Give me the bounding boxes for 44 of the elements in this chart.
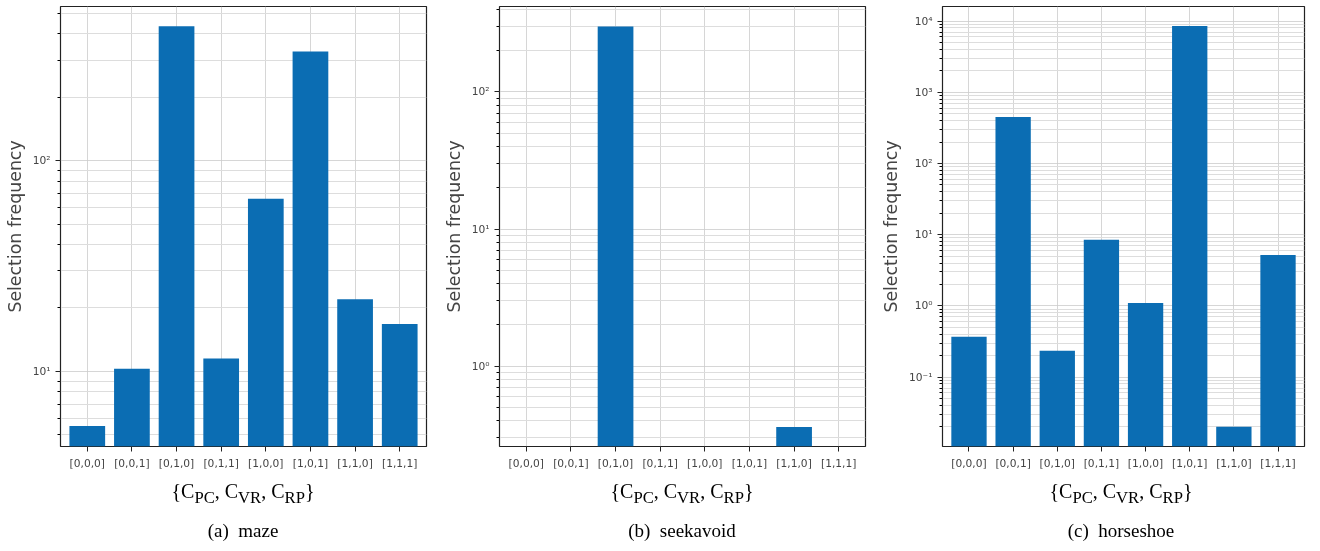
- x-tick-label: [1,0,1]: [292, 456, 329, 470]
- x-tick-label: [0,0,1]: [114, 456, 150, 470]
- y-tick-label: 10⁻¹: [909, 370, 933, 384]
- x-tick-label: [1,1,0]: [776, 456, 812, 470]
- x-tick-label: [0,0,0]: [69, 456, 105, 470]
- x-tick-label: [0,0,0]: [508, 456, 544, 470]
- x-tick-label: [0,1,1]: [203, 456, 239, 470]
- x-tick-label: [0,1,0]: [158, 456, 195, 470]
- x-tick-label: [1,1,0]: [1216, 456, 1252, 470]
- y-tick-label: 10¹: [914, 228, 933, 242]
- y-tick-label: 10¹: [471, 222, 490, 236]
- x-tick-label: [1,0,1]: [1172, 456, 1208, 470]
- x-tick-label: [1,1,1]: [821, 456, 857, 470]
- text: (a) maze: [206, 519, 280, 543]
- y-axis-title: Selection frequency: [4, 140, 25, 313]
- y-tick-label: 10²: [32, 154, 51, 168]
- x-tick-label: [0,0,0]: [951, 456, 987, 470]
- x-tick-label: [0,0,1]: [995, 456, 1031, 470]
- text: (b) seekavoid: [627, 519, 737, 543]
- x-tick-label: [1,0,0]: [687, 456, 723, 470]
- x-axis-title: {C$_{PC}$, C$_{VR}$, C$_{RP}$}: [609, 479, 755, 509]
- x-axis-title: {C$_{PC}$, C$_{VR}$, C$_{RP}$}: [1048, 479, 1194, 509]
- x-tick-label: [1,0,0]: [1127, 456, 1164, 470]
- x-tick-label: [1,0,0]: [248, 456, 284, 470]
- x-tick-label: [0,1,1]: [642, 456, 678, 470]
- x-tick-label: [0,0,1]: [553, 456, 589, 470]
- y-axis-title: Selection frequency: [443, 140, 464, 313]
- y-tick-label: 10⁰: [914, 299, 933, 313]
- y-tick-label: 10¹: [32, 364, 51, 378]
- x-tick-label: [0,1,0]: [597, 456, 634, 470]
- y-tick-label: 10²: [914, 156, 933, 170]
- y-tick-label: 10²: [471, 85, 490, 99]
- x-tick-label: [1,1,1]: [382, 456, 418, 470]
- x-tick-label: [1,0,1]: [731, 456, 768, 470]
- x-axis-title: {C$_{PC}$, C$_{VR}$, C$_{RP}$}: [170, 479, 316, 509]
- y-tick-label: 10⁴: [914, 14, 933, 28]
- x-tick-label: [0,1,1]: [1083, 456, 1120, 470]
- y-axis-title: Selection frequency: [881, 140, 902, 313]
- text: (c) horseshoe: [1066, 519, 1176, 543]
- x-tick-label: [1,1,1]: [1260, 456, 1296, 470]
- x-tick-label: [1,1,0]: [337, 456, 373, 470]
- y-tick-label: 10³: [914, 85, 933, 99]
- x-tick-label: [0,1,0]: [1039, 456, 1075, 470]
- y-tick-label: 10⁰: [471, 359, 490, 373]
